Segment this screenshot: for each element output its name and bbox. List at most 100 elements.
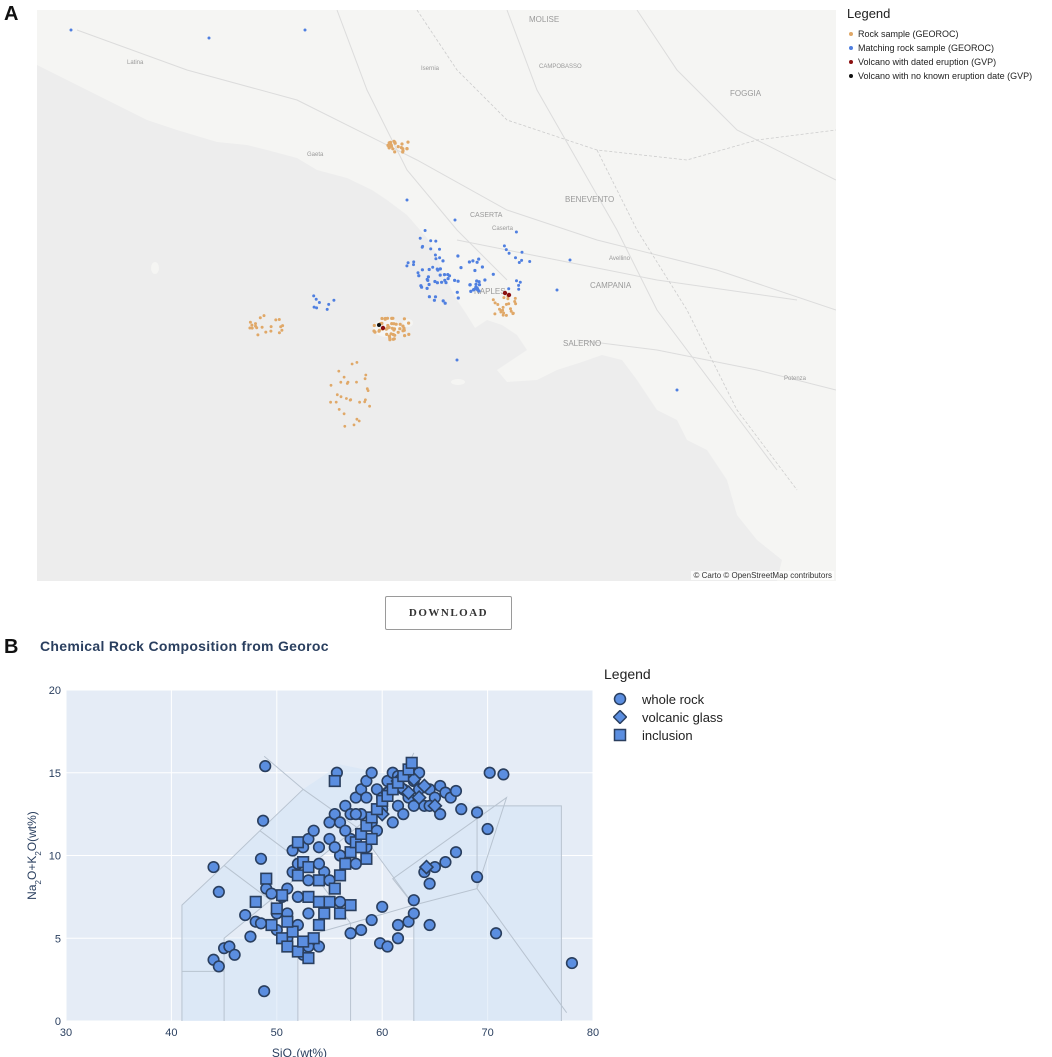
- map-sample-marker[interactable]: [277, 318, 281, 321]
- data-point-diamond[interactable]: [406, 771, 422, 788]
- data-point-square[interactable]: [281, 940, 294, 953]
- map-sample-marker[interactable]: [433, 279, 437, 284]
- map-sample-marker[interactable]: [343, 424, 347, 428]
- data-point-circle[interactable]: [307, 824, 320, 837]
- map-sample-marker[interactable]: [568, 258, 572, 262]
- map-sample-marker[interactable]: [339, 380, 343, 384]
- chart-legend-item[interactable]: volcanic glass: [604, 708, 723, 726]
- data-point-circle[interactable]: [407, 799, 420, 812]
- data-point-square[interactable]: [302, 952, 315, 965]
- map-sample-marker[interactable]: [504, 313, 508, 317]
- data-point-square[interactable]: [405, 756, 418, 769]
- data-point-square[interactable]: [302, 860, 315, 874]
- data-point-square[interactable]: [249, 895, 262, 908]
- map-sample-marker[interactable]: [467, 260, 471, 264]
- data-point-circle[interactable]: [239, 908, 252, 922]
- map-sample-marker[interactable]: [475, 279, 479, 283]
- data-point-circle[interactable]: [254, 917, 268, 930]
- map-sample-marker[interactable]: [392, 139, 396, 143]
- map-sample-marker[interactable]: [456, 279, 460, 283]
- map-sample-marker[interactable]: [423, 229, 427, 232]
- map-sample-marker[interactable]: [350, 362, 354, 366]
- map-sample-marker[interactable]: [69, 28, 73, 32]
- map-sample-marker[interactable]: [388, 338, 392, 342]
- map-sample-marker[interactable]: [517, 261, 521, 264]
- map-sample-marker[interactable]: [433, 295, 438, 299]
- map-sample-marker[interactable]: [517, 287, 521, 291]
- map-sample-marker[interactable]: [511, 311, 515, 315]
- map-sample-marker[interactable]: [507, 287, 511, 291]
- data-point-square[interactable]: [365, 832, 378, 846]
- map-sample-marker[interactable]: [269, 329, 273, 333]
- map-sample-marker[interactable]: [446, 277, 450, 281]
- download-button[interactable]: DOWNLOAD: [385, 596, 512, 630]
- map-sample-marker[interactable]: [346, 380, 350, 384]
- map-sample-marker[interactable]: [401, 149, 405, 153]
- data-point-circle[interactable]: [434, 808, 447, 821]
- map-sample-marker[interactable]: [380, 316, 384, 321]
- map-sample-marker[interactable]: [264, 330, 268, 334]
- data-point-square[interactable]: [275, 889, 289, 902]
- data-point-square[interactable]: [307, 932, 320, 945]
- map-sample-marker[interactable]: [250, 323, 254, 327]
- map-sample-marker[interactable]: [279, 325, 283, 329]
- map[interactable]: MOLISE CAMPOBASSO FOGGIA BENEVENTO CASER…: [37, 10, 836, 581]
- data-point-circle[interactable]: [391, 932, 405, 945]
- map-sample-marker[interactable]: [385, 332, 389, 336]
- map-sample-marker[interactable]: [400, 142, 404, 146]
- map-sample-marker[interactable]: [406, 261, 410, 265]
- map-sample-marker[interactable]: [303, 28, 307, 32]
- data-point-square[interactable]: [291, 836, 304, 849]
- map-sample-marker[interactable]: [416, 271, 420, 275]
- map-sample-marker[interactable]: [396, 330, 400, 334]
- data-point-circle[interactable]: [212, 960, 225, 973]
- map-sample-marker[interactable]: [387, 334, 391, 338]
- map-sample-marker[interactable]: [364, 398, 367, 402]
- data-point-square[interactable]: [297, 935, 310, 948]
- map-sample-marker[interactable]: [426, 275, 430, 279]
- map-sample-marker[interactable]: [474, 282, 478, 286]
- data-point-circle[interactable]: [365, 766, 378, 779]
- map-sample-marker[interactable]: [502, 296, 506, 300]
- map-sample-marker[interactable]: [507, 302, 511, 306]
- map-sample-marker[interactable]: [501, 313, 505, 317]
- map-sample-marker[interactable]: [507, 251, 511, 255]
- data-point-square[interactable]: [291, 945, 304, 958]
- map-sample-marker[interactable]: [403, 334, 407, 338]
- data-point-square[interactable]: [360, 852, 373, 865]
- data-point-circle[interactable]: [397, 808, 410, 821]
- data-point-circle[interactable]: [259, 760, 272, 773]
- map-sample-marker[interactable]: [499, 310, 503, 314]
- map-legend-item[interactable]: Matching rock sample (GEOROC): [847, 41, 1032, 55]
- map-sample-marker[interactable]: [327, 302, 331, 306]
- map-sample-marker[interactable]: [390, 316, 394, 320]
- map-sample-marker[interactable]: [250, 326, 254, 330]
- data-point-circle[interactable]: [407, 894, 420, 907]
- map-sample-marker[interactable]: [357, 419, 361, 423]
- data-point-circle[interactable]: [407, 907, 420, 920]
- map-sample-marker[interactable]: [438, 256, 442, 260]
- map-sample-marker[interactable]: [469, 289, 473, 293]
- map-sample-marker[interactable]: [262, 314, 266, 318]
- map-sample-marker[interactable]: [514, 230, 518, 234]
- data-point-circle[interactable]: [344, 927, 357, 940]
- map-sample-marker[interactable]: [475, 260, 479, 264]
- map-sample-marker[interactable]: [364, 373, 368, 377]
- map-sample-marker[interactable]: [405, 147, 409, 151]
- map-sample-marker[interactable]: [514, 302, 518, 306]
- map-sample-marker[interactable]: [471, 259, 475, 263]
- data-point-square[interactable]: [344, 846, 357, 859]
- map-sample-marker[interactable]: [248, 320, 252, 324]
- map-sample-marker[interactable]: [412, 263, 415, 267]
- map-sample-marker[interactable]: [385, 316, 390, 320]
- map-sample-marker[interactable]: [443, 278, 447, 282]
- map-sample-marker[interactable]: [254, 322, 257, 326]
- map-sample-marker[interactable]: [520, 258, 524, 262]
- data-point-circle[interactable]: [489, 927, 503, 940]
- map-sample-marker[interactable]: [387, 146, 391, 150]
- map-sample-marker[interactable]: [277, 331, 281, 335]
- map-sample-marker[interactable]: [425, 286, 429, 290]
- map-sample-marker[interactable]: [385, 326, 389, 330]
- data-point-square[interactable]: [302, 890, 315, 903]
- map-sample-marker[interactable]: [435, 281, 439, 285]
